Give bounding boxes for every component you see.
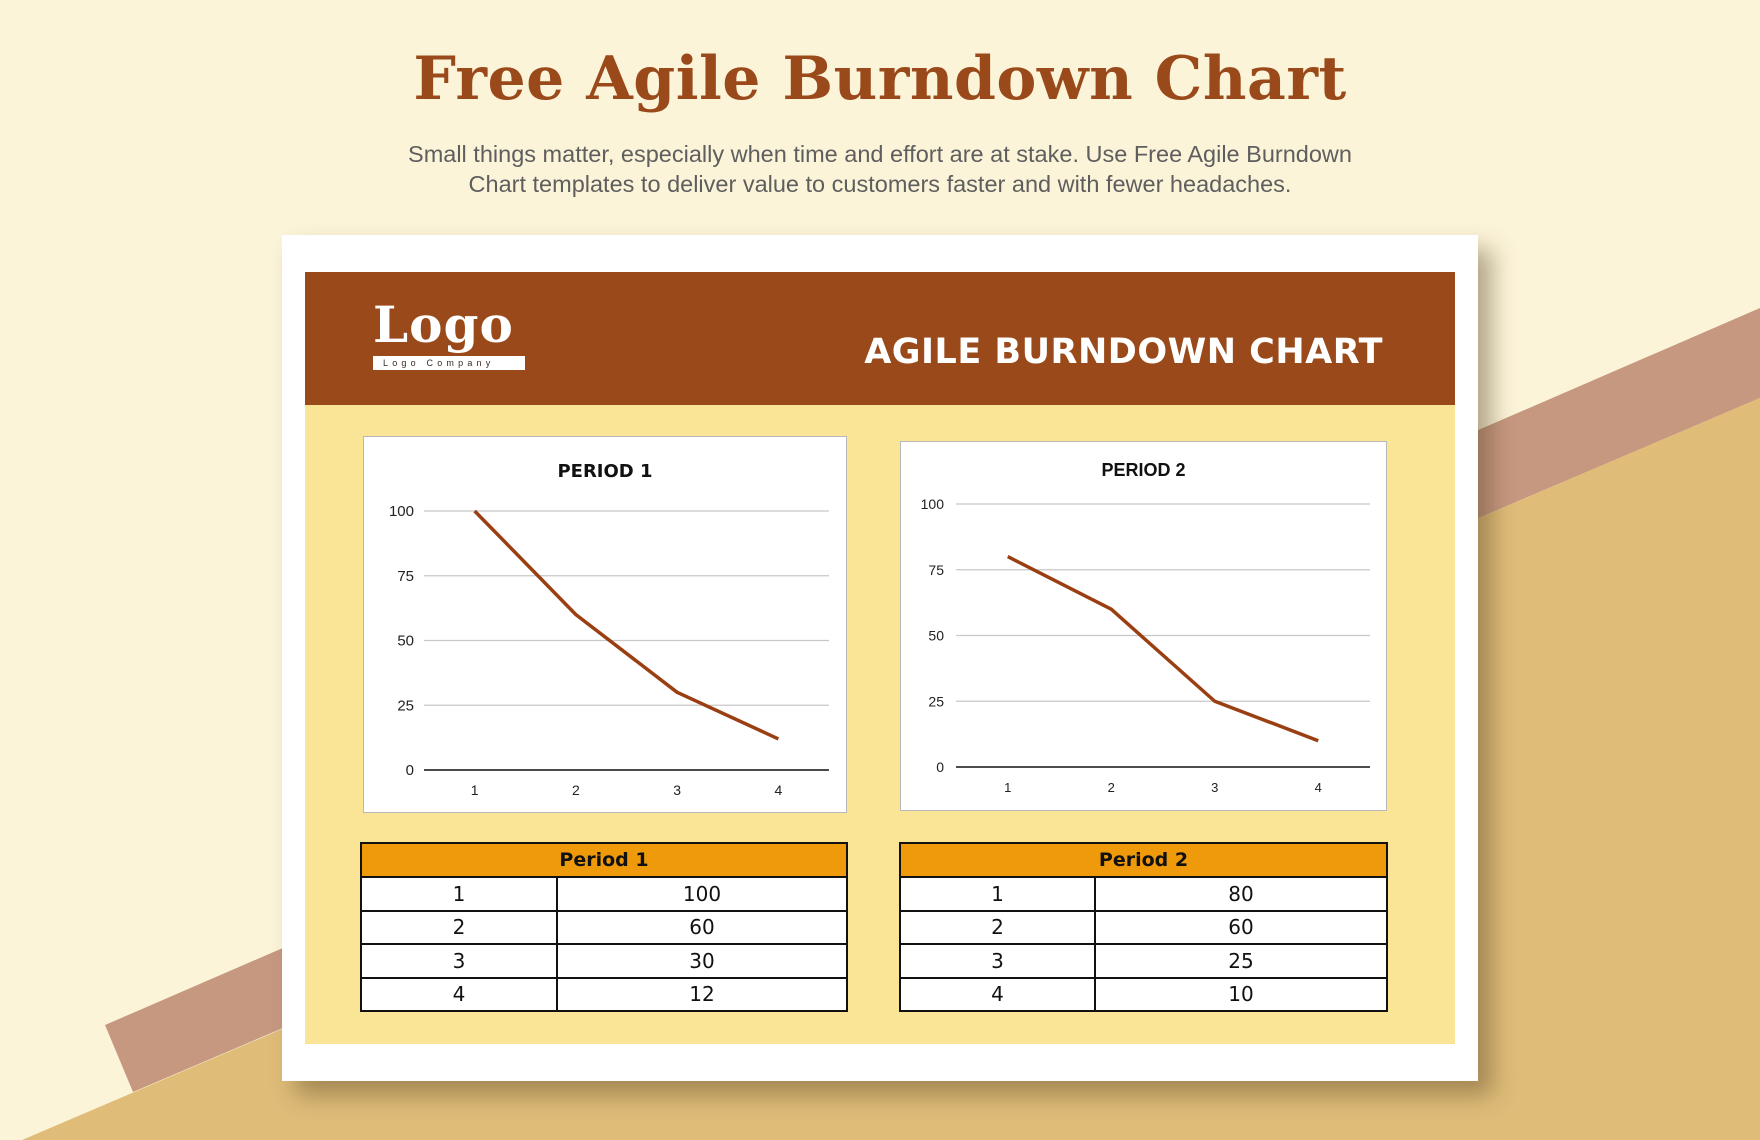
burndown-line bbox=[1006, 555, 1319, 743]
template-header: Logo Logo Company AGILE BURNDOWN CHART bbox=[305, 272, 1455, 405]
y-tick-label: 100 bbox=[921, 496, 945, 512]
y-tick-label: 50 bbox=[397, 633, 414, 650]
table-row: 2 60 bbox=[899, 909, 1388, 945]
period-cell: 2 bbox=[360, 909, 558, 945]
value-cell: 100 bbox=[556, 876, 848, 912]
y-tick-label: 75 bbox=[397, 568, 414, 585]
page-subtitle: Small things matter, especially when tim… bbox=[380, 139, 1380, 199]
line-chart-period-2: 0 25 50 75 100 1 2 3 4 bbox=[921, 496, 1370, 795]
value-cell: 25 bbox=[1094, 943, 1388, 979]
value-cell: 30 bbox=[556, 943, 848, 979]
value-cell: 60 bbox=[556, 909, 848, 945]
template-title: AGILE BURNDOWN CHART bbox=[864, 332, 1383, 372]
period-cell: 1 bbox=[360, 876, 558, 912]
burndown-line bbox=[473, 509, 780, 741]
line-chart-period-1: 0 25 50 75 100 1 2 3 4 bbox=[389, 503, 829, 798]
chart-period-1: PERIOD 1 0 25 50 75 100 1 2 3 4 bbox=[363, 436, 847, 813]
y-tick-label: 0 bbox=[406, 762, 414, 779]
template-sheet: Logo Logo Company AGILE BURNDOWN CHART P… bbox=[305, 272, 1455, 1044]
logo-tagline: Logo Company bbox=[373, 356, 525, 370]
data-table-period-2: Period 2 1 80 2 60 3 25 4 10 bbox=[899, 842, 1388, 1012]
x-tick-label: 4 bbox=[1315, 780, 1322, 795]
y-tick-label: 100 bbox=[389, 503, 414, 520]
y-tick-label: 50 bbox=[928, 628, 944, 644]
x-tick-label: 2 bbox=[1108, 780, 1115, 795]
data-table-period-1: Period 1 1 100 2 60 3 30 4 12 bbox=[360, 842, 848, 1012]
x-tick-label: 2 bbox=[572, 782, 580, 798]
table-row: 1 100 bbox=[360, 876, 848, 912]
x-tick-label: 1 bbox=[1004, 780, 1011, 795]
period-cell: 4 bbox=[360, 976, 558, 1012]
x-tick-label: 1 bbox=[471, 782, 479, 798]
value-cell: 12 bbox=[556, 976, 848, 1012]
table-row: 4 12 bbox=[360, 976, 848, 1012]
period-cell: 3 bbox=[899, 943, 1096, 979]
y-tick-label: 25 bbox=[928, 693, 944, 709]
subtitle-line-1: Small things matter, especially when tim… bbox=[408, 141, 1352, 167]
table-row: 4 10 bbox=[899, 976, 1388, 1012]
template-preview-card[interactable]: Logo Logo Company AGILE BURNDOWN CHART P… bbox=[282, 235, 1478, 1081]
logo: Logo Logo Company bbox=[373, 296, 529, 370]
table-row: 3 25 bbox=[899, 943, 1388, 979]
value-cell: 60 bbox=[1094, 909, 1388, 945]
period-cell: 2 bbox=[899, 909, 1096, 945]
value-cell: 10 bbox=[1094, 976, 1388, 1012]
y-tick-label: 75 bbox=[928, 562, 944, 578]
x-tick-label: 3 bbox=[1211, 780, 1218, 795]
chart-title: PERIOD 1 bbox=[557, 461, 653, 482]
chart-period-2: PERIOD 2 0 25 50 75 100 1 2 3 4 bbox=[900, 441, 1387, 811]
chart-title: PERIOD 2 bbox=[1101, 460, 1186, 480]
period-cell: 3 bbox=[360, 943, 558, 979]
x-tick-label: 3 bbox=[673, 782, 681, 798]
table-row: 1 80 bbox=[899, 876, 1388, 912]
logo-word: Logo bbox=[373, 295, 514, 354]
value-cell: 80 bbox=[1094, 876, 1388, 912]
y-tick-label: 25 bbox=[397, 697, 414, 714]
page-title: Free Agile Burndown Chart bbox=[413, 44, 1347, 114]
period-cell: 4 bbox=[899, 976, 1096, 1012]
period-cell: 1 bbox=[899, 876, 1096, 912]
subtitle-line-2: Chart templates to deliver value to cust… bbox=[468, 171, 1292, 197]
x-tick-label: 4 bbox=[774, 782, 782, 798]
table-header: Period 2 bbox=[899, 842, 1388, 878]
table-header: Period 1 bbox=[360, 842, 848, 878]
y-tick-label: 0 bbox=[936, 759, 944, 775]
table-row: 2 60 bbox=[360, 909, 848, 945]
table-row: 3 30 bbox=[360, 943, 848, 979]
